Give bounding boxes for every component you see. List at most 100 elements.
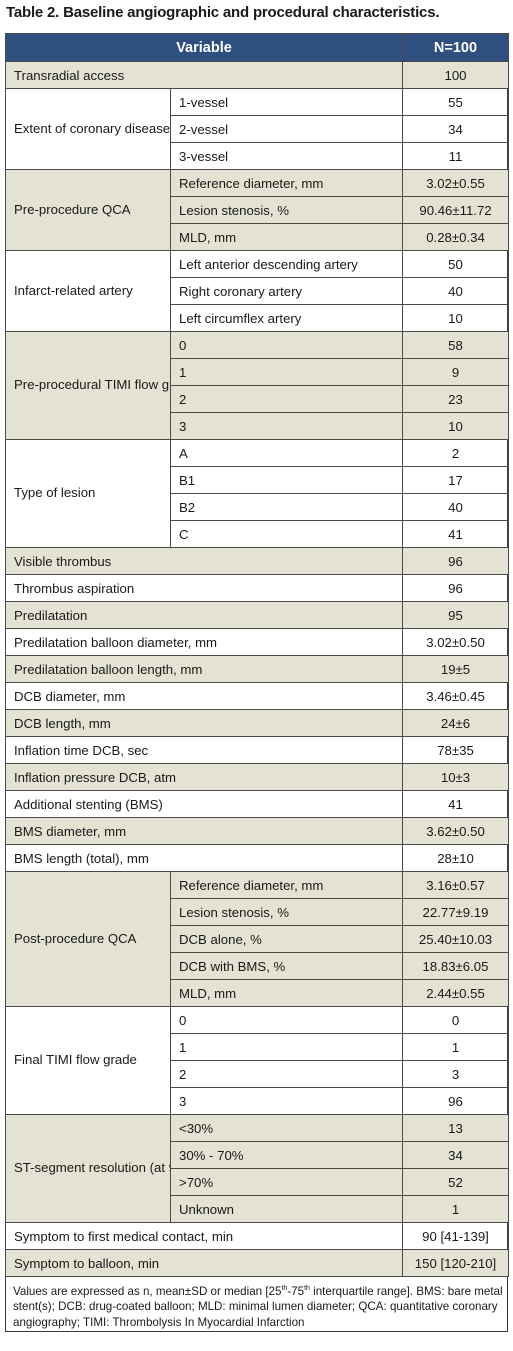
sub-label: C xyxy=(170,520,403,548)
table-row: Type of lesion A 2 xyxy=(5,439,509,548)
table-row: MLD, mm 2.44±0.55 xyxy=(6,979,509,1007)
row-value: 28±10 xyxy=(402,844,509,872)
row-label: Inflation time DCB, sec xyxy=(5,736,403,764)
table-header-row: Variable N=100 xyxy=(5,33,509,62)
table-row: Infarct-related artery Left anterior des… xyxy=(5,250,509,332)
row-value: 95 xyxy=(402,601,509,629)
table-row: 3 96 xyxy=(6,1087,509,1115)
sub-label: Unknown xyxy=(170,1195,403,1223)
row-label: DCB diameter, mm xyxy=(5,682,403,710)
row-value: 41 xyxy=(402,790,509,818)
group-label: Pre-procedural TIMI flow grade xyxy=(5,331,171,440)
sub-label: >70% xyxy=(170,1168,403,1196)
row-value: 55 xyxy=(402,88,509,116)
table-row: Pre-procedure QCA Reference diameter, mm… xyxy=(5,169,509,251)
sub-label: MLD, mm xyxy=(170,979,403,1007)
row-value: 100 xyxy=(402,61,509,89)
row-label: Predilatation balloon length, mm xyxy=(5,655,403,683)
sub-label: <30% xyxy=(170,1114,403,1142)
row-value: 2 xyxy=(402,439,509,467)
row-value: 25.40±10.03 xyxy=(402,925,509,953)
table-row: BMS diameter, mm 3.62±0.50 xyxy=(5,817,509,845)
row-value: 96 xyxy=(402,547,509,575)
row-value: 78±35 xyxy=(402,736,509,764)
sub-label: A xyxy=(170,439,403,467)
footnote-text-2: -75 xyxy=(287,1284,305,1298)
row-value: 40 xyxy=(402,493,509,521)
table-row: Inflation time DCB, sec 78±35 xyxy=(5,736,509,764)
row-value: 58 xyxy=(402,331,509,359)
sub-label: 2-vessel xyxy=(170,115,403,143)
group-label: Final TIMI flow grade xyxy=(5,1006,171,1115)
table-row: 3-vessel 11 xyxy=(6,142,509,170)
sub-label: B2 xyxy=(170,493,403,521)
table-row: Post-procedure QCA Reference diameter, m… xyxy=(5,871,509,1007)
row-value: 3.16±0.57 xyxy=(402,871,509,899)
row-value: 150 [120-210] xyxy=(402,1249,509,1277)
footnote-superscript-1: th xyxy=(281,1285,288,1292)
row-label: BMS length (total), mm xyxy=(5,844,403,872)
row-value: 17 xyxy=(402,466,509,494)
table-row: Lesion stenosis, % 90.46±11.72 xyxy=(6,196,509,224)
header-n: N=100 xyxy=(402,33,509,62)
sub-label: 3 xyxy=(170,412,403,440)
sub-label: Left anterior descending artery xyxy=(170,250,403,278)
table-row: Right coronary artery 40 xyxy=(6,277,509,305)
table-row: 30% - 70% 34 xyxy=(6,1141,509,1169)
sub-label: 1 xyxy=(170,358,403,386)
group-label: Pre-procedure QCA xyxy=(5,169,171,251)
row-value: 3.46±0.45 xyxy=(402,682,509,710)
sub-label: Lesion stenosis, % xyxy=(170,898,403,926)
row-value: 10 xyxy=(402,412,509,440)
table-row: MLD, mm 0.28±0.34 xyxy=(6,223,509,251)
row-label: Predilatation balloon diameter, mm xyxy=(5,628,403,656)
row-value: 1 xyxy=(402,1195,509,1223)
footnote-text-1: Values are expressed as n, mean±SD or me… xyxy=(13,1284,282,1298)
row-value: 3.62±0.50 xyxy=(402,817,509,845)
row-value: 90.46±11.72 xyxy=(402,196,509,224)
table-row: Predilatation 95 xyxy=(5,601,509,629)
sub-label: Lesion stenosis, % xyxy=(170,196,403,224)
footnote-text-3: interquartile range]. BMS: bare metal st… xyxy=(13,1284,503,1329)
table-row: Unknown 1 xyxy=(6,1195,509,1223)
sub-label: Right coronary artery xyxy=(170,277,403,305)
group-label: Type of lesion xyxy=(5,439,171,548)
table-row: Transradial access 100 xyxy=(5,61,509,89)
table-row: Extent of coronary disease 1-vessel 55 xyxy=(5,88,509,170)
table-row: Thrombus aspiration 96 xyxy=(5,574,509,602)
table-row: Symptom to first medical contact, min 90… xyxy=(5,1222,509,1250)
row-value: 10 xyxy=(402,304,509,332)
sub-label: 1 xyxy=(170,1033,403,1061)
row-value: 10±3 xyxy=(402,763,509,791)
sub-label: 3-vessel xyxy=(170,142,403,170)
sub-label: 2 xyxy=(170,385,403,413)
row-value: 19±5 xyxy=(402,655,509,683)
table-row: B2 40 xyxy=(6,493,509,521)
sub-label: 0 xyxy=(170,331,403,359)
row-value: 3.02±0.55 xyxy=(402,169,509,197)
row-value: 11 xyxy=(402,142,509,170)
row-value: 0 xyxy=(402,1006,509,1034)
table-row: Predilatation balloon length, mm 19±5 xyxy=(5,655,509,683)
sub-label: Reference diameter, mm xyxy=(170,169,403,197)
table-row: C 41 xyxy=(6,520,509,548)
sub-label: Reference diameter, mm xyxy=(170,871,403,899)
row-value: 22.77±9.19 xyxy=(402,898,509,926)
row-value: 52 xyxy=(402,1168,509,1196)
table-row: ST-segment resolution (at 90 min) <30% 1… xyxy=(5,1114,509,1223)
table-row: Predilatation balloon diameter, mm 3.02±… xyxy=(5,628,509,656)
group-label: Infarct-related artery xyxy=(5,250,171,332)
table-row: DCB length, mm 24±6 xyxy=(5,709,509,737)
sub-label: Left circumflex artery xyxy=(170,304,403,332)
row-value: 18.83±6.05 xyxy=(402,952,509,980)
row-label: DCB length, mm xyxy=(5,709,403,737)
row-value: 2.44±0.55 xyxy=(402,979,509,1007)
row-label: Additional stenting (BMS) xyxy=(5,790,403,818)
table-row: Pre-procedural TIMI flow grade 0 58 xyxy=(5,331,509,440)
row-label: Inflation pressure DCB, atm xyxy=(5,763,403,791)
table-row: Final TIMI flow grade 0 0 xyxy=(5,1006,509,1115)
row-value: 96 xyxy=(402,1087,509,1115)
row-value: 9 xyxy=(402,358,509,386)
sub-label: 1-vessel xyxy=(170,88,403,116)
table-row: DCB diameter, mm 3.46±0.45 xyxy=(5,682,509,710)
